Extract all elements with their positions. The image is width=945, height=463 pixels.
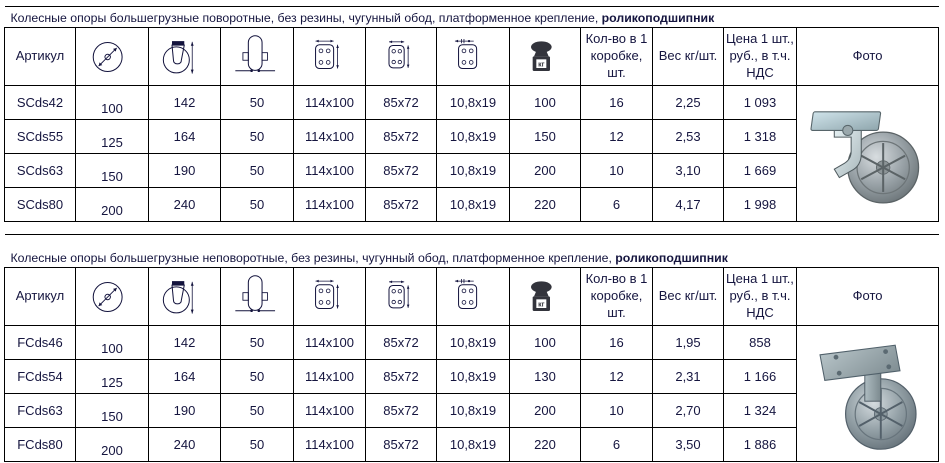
svg-text:кг: кг	[538, 61, 545, 68]
svg-text:кг: кг	[538, 301, 545, 308]
